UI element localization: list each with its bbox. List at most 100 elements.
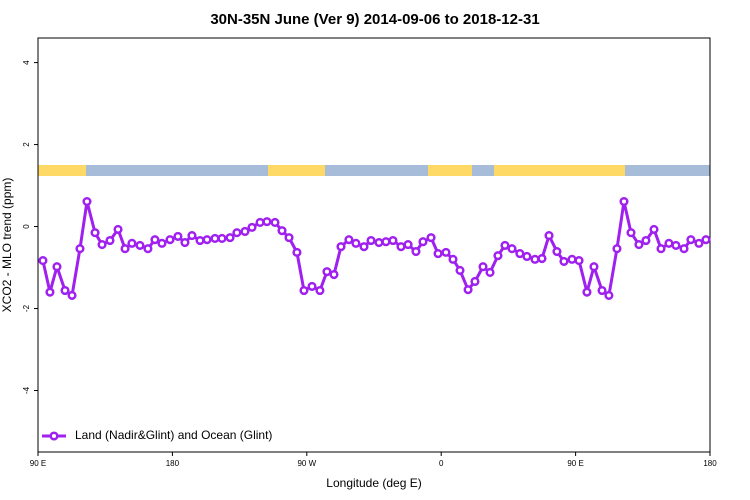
data-point (217, 233, 227, 243)
y-tick-label: -4 (22, 386, 31, 394)
data-point (559, 256, 569, 266)
data-point (426, 233, 436, 243)
data-point (597, 285, 607, 296)
x-tick-label: 90 W (297, 459, 316, 468)
data-point (284, 233, 294, 243)
legend-label: Land (Nadir&Glint) and Ocean (Glint) (75, 428, 272, 442)
data-point (515, 249, 525, 259)
land-band (428, 165, 472, 176)
data-point (307, 281, 317, 291)
data-point (574, 256, 584, 266)
data-point (507, 244, 517, 254)
data-point (202, 235, 212, 245)
data-point (322, 267, 332, 277)
data-point (262, 217, 272, 227)
land-band (268, 165, 325, 176)
data-point (90, 228, 100, 238)
data-point (537, 253, 547, 264)
data-point (448, 254, 458, 264)
data-point (366, 235, 376, 246)
data-point (180, 237, 190, 248)
data-point (52, 262, 62, 272)
x-tick-label: 180 (166, 459, 180, 468)
data-point (418, 237, 428, 247)
data-point (67, 290, 77, 300)
data-point (336, 242, 346, 252)
y-tick-label: 4 (22, 60, 31, 65)
data-point (522, 251, 532, 262)
data-point (433, 249, 443, 259)
data-point (255, 217, 265, 228)
data-point (664, 238, 674, 248)
data-point (626, 228, 636, 238)
x-tick-label: 90 E (567, 459, 583, 468)
data-point (113, 224, 123, 234)
data-point (656, 244, 666, 254)
legend-marker (49, 431, 59, 441)
data-point (679, 244, 689, 254)
data-point (544, 231, 554, 241)
data-point (105, 235, 115, 246)
data-point (45, 287, 55, 297)
y-axis-label: XCO2 - MLO trend (ppm) (0, 178, 14, 313)
land-ocean-band (38, 165, 710, 176)
data-point (604, 290, 614, 300)
data-point (641, 235, 651, 246)
data-point (165, 235, 175, 245)
x-tick-label: 90 E (30, 459, 46, 468)
data-point (701, 235, 711, 245)
data-point (351, 238, 361, 248)
data-point (582, 287, 592, 297)
data-point (157, 238, 167, 248)
ocean-band (38, 165, 710, 176)
data-point (97, 240, 107, 250)
data-point (329, 269, 339, 280)
data-point (478, 262, 488, 272)
data-point (470, 276, 480, 287)
plot-frame (37, 37, 711, 453)
data-point (500, 240, 510, 250)
data-point (493, 251, 503, 261)
data-point (686, 235, 696, 245)
data-point (210, 233, 220, 243)
data-point (75, 244, 85, 254)
x-tick-label: 180 (703, 459, 717, 468)
data-point (135, 240, 145, 250)
data-point (277, 226, 287, 236)
data-point (463, 285, 473, 295)
chart-title: 30N-35N June (Ver 9) 2014-09-06 to 2018-… (210, 11, 539, 28)
y-tick-label: 0 (22, 224, 31, 229)
data-point (485, 267, 495, 278)
data-point (374, 237, 384, 248)
data-point (247, 222, 257, 232)
data-point (441, 247, 451, 257)
data-point (612, 244, 622, 254)
data-point (403, 240, 413, 250)
x-tick-label: 0 (439, 459, 444, 468)
data-point (195, 235, 205, 246)
data-point (388, 235, 398, 246)
data-point (552, 247, 562, 257)
data-point (634, 240, 644, 250)
land-band (38, 165, 86, 176)
data-point (315, 285, 325, 296)
data-point (359, 242, 369, 252)
data-point (396, 242, 406, 252)
data-point (344, 235, 354, 245)
data-point (619, 197, 629, 207)
data-point (411, 247, 421, 257)
data-point (455, 265, 465, 275)
data-point (127, 238, 137, 248)
y-tick-label: -2 (22, 304, 31, 312)
data-point (120, 244, 130, 254)
x-axis-label: Longitude (deg E) (326, 476, 421, 490)
data-point (225, 233, 235, 243)
data-point (60, 285, 70, 296)
data-point (143, 244, 153, 254)
data-point (232, 228, 242, 238)
data-point (292, 247, 302, 257)
data-point (150, 235, 160, 245)
data-point (694, 238, 704, 248)
data-point (173, 231, 183, 241)
